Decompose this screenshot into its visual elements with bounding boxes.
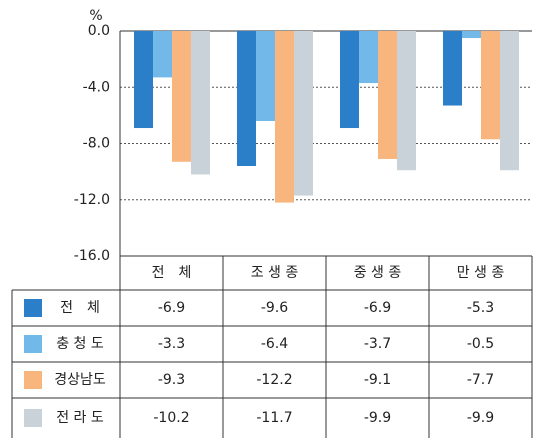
category-label: 조 생 종: [251, 265, 299, 281]
bar: [172, 31, 191, 162]
legend-swatch: [24, 409, 42, 427]
table-value: -9.1: [364, 372, 391, 388]
table-value: -5.3: [467, 300, 494, 316]
bar: [378, 31, 397, 159]
table-value: -3.7: [364, 336, 391, 352]
table-value: -9.6: [261, 300, 288, 316]
category-label: 만 생 종: [457, 265, 505, 281]
bar: [191, 31, 210, 175]
category-label: 중 생 종: [354, 265, 402, 281]
bar: [397, 31, 416, 171]
legend-swatch: [24, 299, 42, 317]
table-value: -6.4: [261, 336, 288, 352]
table-value: -3.3: [158, 336, 185, 352]
y-tick-label: -12.0: [74, 192, 110, 208]
table-value: -12.2: [256, 372, 292, 388]
table-value: -9.9: [364, 410, 391, 426]
table-value: -6.9: [158, 300, 185, 316]
bar: [500, 31, 519, 171]
y-tick-label: 0.0: [88, 23, 110, 39]
bar: [275, 31, 294, 203]
y-tick-label: -16.0: [74, 248, 110, 264]
bar: [294, 31, 313, 196]
bar: [237, 31, 256, 166]
legend-label: 전 체: [60, 300, 100, 316]
bar: [359, 31, 378, 84]
legend-label: 경상남도: [54, 372, 106, 388]
table-value: -9.9: [467, 410, 494, 426]
unit-label: %: [89, 8, 102, 24]
table-value: -6.9: [364, 300, 391, 316]
bar: [481, 31, 500, 140]
legend-swatch: [24, 371, 42, 389]
bar: [340, 31, 359, 129]
table-value: -10.2: [153, 410, 189, 426]
bar: [462, 31, 481, 39]
bar: [443, 31, 462, 106]
legend-label: 전 라 도: [56, 410, 104, 426]
table-value: -9.3: [158, 372, 185, 388]
legend-swatch: [24, 335, 42, 353]
bar: [134, 31, 153, 129]
category-label: 전 체: [152, 265, 192, 281]
table-value: -11.7: [256, 410, 292, 426]
y-tick-label: -4.0: [83, 79, 110, 95]
table-value: -0.5: [467, 336, 494, 352]
bar: [153, 31, 172, 78]
y-tick-label: -8.0: [83, 136, 110, 152]
legend-label: 충 청 도: [56, 336, 104, 352]
bar: [256, 31, 275, 121]
table-value: -7.7: [467, 372, 494, 388]
